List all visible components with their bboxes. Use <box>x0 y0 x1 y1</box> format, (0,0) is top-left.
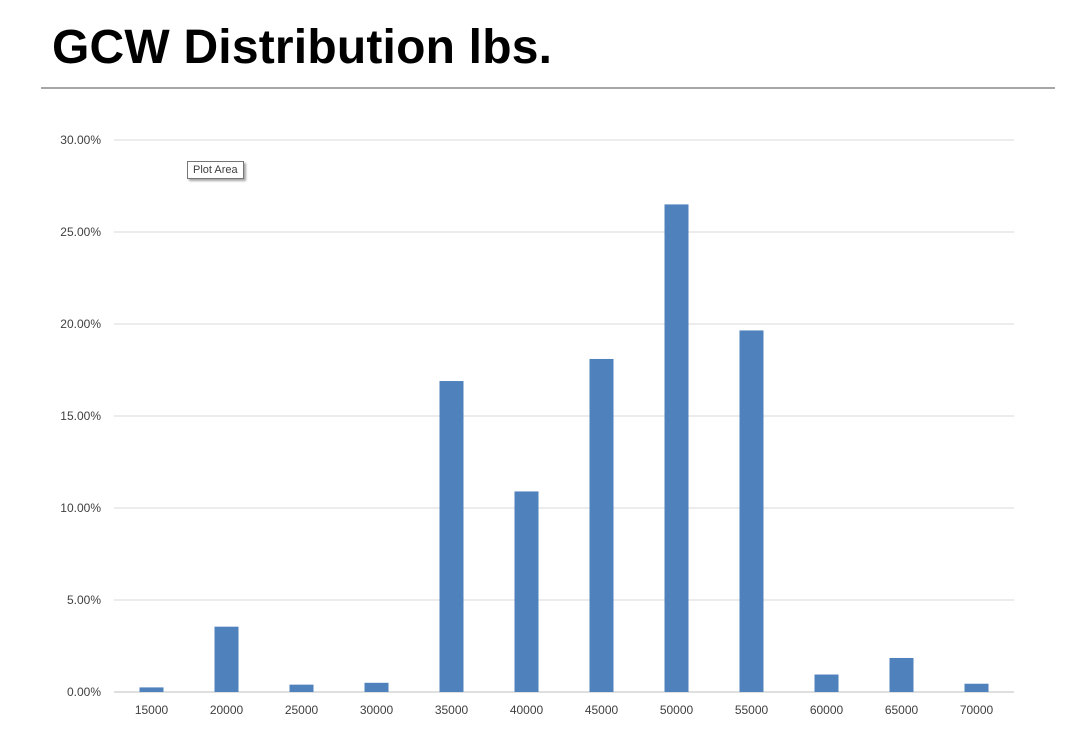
x-tick-label: 30000 <box>360 703 394 717</box>
gridlines <box>114 139 1014 693</box>
title-divider <box>41 87 1055 89</box>
x-tick-label: 55000 <box>735 703 769 717</box>
bar[interactable] <box>364 682 389 692</box>
y-tick-label: 5.00% <box>67 593 101 607</box>
slide-title: GCW Distribution lbs. <box>52 21 553 74</box>
x-tick-label: 40000 <box>510 703 544 717</box>
x-tick-label: 70000 <box>960 703 994 717</box>
x-tick-label: 45000 <box>585 703 619 717</box>
y-tick-label: 10.00% <box>60 501 101 515</box>
x-tick-label: 50000 <box>660 703 694 717</box>
y-axis-labels: 0.00% 5.00% 10.00% 15.00% 20.00% 25.00% 30.00% <box>60 133 101 699</box>
x-tick-label: 20000 <box>210 703 244 717</box>
bar[interactable] <box>889 657 914 692</box>
bars <box>139 204 989 692</box>
bar[interactable] <box>289 684 314 692</box>
bar[interactable] <box>589 358 614 692</box>
bar[interactable] <box>664 204 689 692</box>
y-tick-label: 30.00% <box>60 133 101 147</box>
bar[interactable] <box>439 381 464 692</box>
bar[interactable] <box>214 626 239 692</box>
y-tick-label: 0.00% <box>67 685 101 699</box>
x-tick-label: 65000 <box>885 703 919 717</box>
bar[interactable] <box>739 330 764 692</box>
x-tick-label: 25000 <box>285 703 319 717</box>
x-tick-label: 35000 <box>435 703 469 717</box>
x-tick-label: 15000 <box>135 703 169 717</box>
bar[interactable] <box>514 491 539 692</box>
plot-area-tooltip: Plot Area <box>187 161 244 179</box>
y-tick-label: 15.00% <box>60 409 101 423</box>
y-tick-label: 20.00% <box>60 317 101 331</box>
bar[interactable] <box>814 674 839 692</box>
x-tick-label: 60000 <box>810 703 844 717</box>
y-tick-label: 25.00% <box>60 225 101 239</box>
bar[interactable] <box>139 687 164 692</box>
bar[interactable] <box>964 683 989 692</box>
x-axis-labels: 15000 20000 25000 30000 35000 40000 45000 50000… <box>135 703 994 717</box>
